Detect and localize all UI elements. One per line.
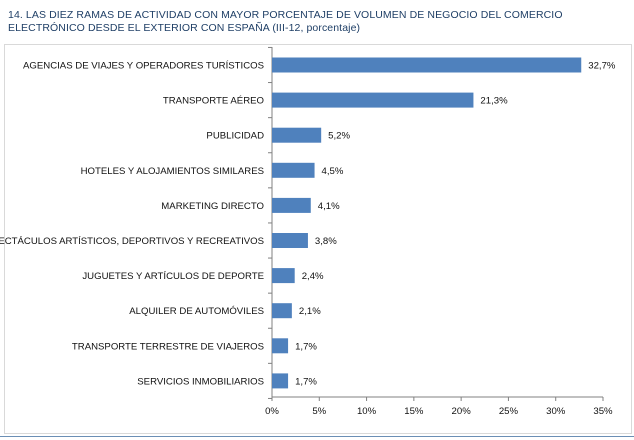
x-tick-label: 0%	[265, 406, 279, 417]
x-tick-label: 20%	[452, 406, 472, 417]
value-label: 21,3%	[480, 96, 508, 107]
chart-frame	[4, 44, 632, 434]
value-label: 1,7%	[295, 341, 317, 352]
bar	[272, 127, 322, 143]
x-tick-label: 30%	[546, 406, 566, 417]
bar	[272, 162, 315, 178]
category-label: TRANSPORTE TERRESTRE DE VIAJEROS	[72, 341, 264, 352]
value-label: 2,4%	[302, 271, 324, 282]
bar	[272, 57, 582, 73]
bottom-rule	[0, 436, 634, 437]
x-tick-label: 35%	[593, 406, 613, 417]
category-label: JUGUETES Y ARTÍCULOS DE DEPORTE	[82, 271, 264, 282]
bar	[272, 373, 289, 389]
category-label: MARKETING DIRECTO	[161, 201, 264, 212]
value-label: 5,2%	[328, 131, 350, 142]
category-label: ALQUILER DE AUTOMÓVILES	[129, 306, 264, 317]
bar	[272, 233, 308, 248]
x-tick-label: 5%	[312, 406, 326, 417]
category-label: SERVICIOS INMOBILIARIOS	[137, 376, 264, 387]
category-label: HOTELES Y ALOJAMIENTOS SIMILARES	[81, 166, 264, 177]
value-label: 1,7%	[295, 376, 317, 387]
value-label: 32,7%	[588, 61, 616, 72]
bar	[272, 268, 295, 284]
category-label: TRANSPORTE AÉREO	[163, 96, 264, 107]
value-label: 3,8%	[315, 236, 337, 247]
bar	[272, 303, 292, 319]
bar	[272, 338, 289, 354]
value-label: 4,5%	[322, 166, 344, 177]
x-tick-label: 15%	[404, 406, 424, 417]
category-label: ESPECTÁCULOS ARTÍSTICOS, DEPORTIVOS Y RE…	[0, 236, 264, 247]
chart-title: 14. LAS DIEZ RAMAS DE ACTIVIDAD CON MAYO…	[8, 9, 563, 34]
bar	[272, 92, 474, 108]
value-label: 4,1%	[318, 201, 340, 212]
value-label: 2,1%	[299, 306, 321, 317]
x-tick-label: 25%	[499, 406, 519, 417]
x-tick-label: 10%	[357, 406, 377, 417]
category-label: PUBLICIDAD	[206, 131, 264, 142]
bar	[272, 197, 311, 213]
category-label: AGENCIAS DE VIAJES Y OPERADORES TURÍSTIC…	[23, 61, 264, 72]
